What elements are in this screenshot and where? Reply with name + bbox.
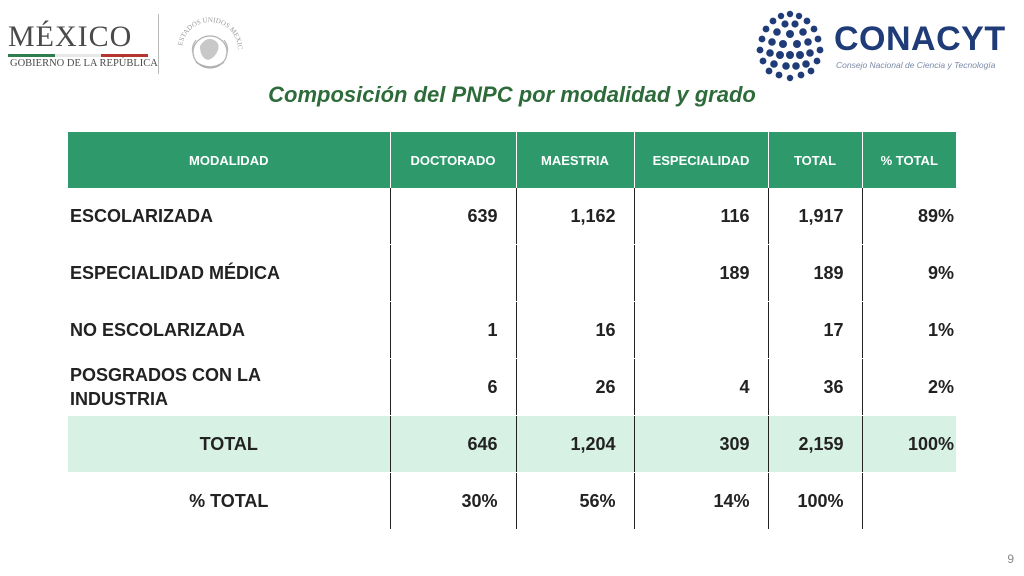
cell-pct: 9% (862, 244, 956, 302)
row-label: POSGRADOS CON LA INDUSTRIA (68, 358, 391, 416)
table-header-row: MODALIDAD DOCTORADO MAESTRIA ESPECIALIDA… (68, 132, 956, 188)
header-divider (158, 14, 159, 74)
cell-maestria: 1,204 (516, 415, 635, 473)
cell-especialidad: 14% (634, 472, 769, 530)
table-row: NO ESCOLARIZADA 1 16 17 1% (68, 301, 956, 359)
row-label: NO ESCOLARIZADA (68, 301, 391, 359)
page-number: 9 (1007, 552, 1014, 566)
cell-doctorado: 639 (390, 188, 517, 245)
cell-pct: 89% (862, 188, 956, 245)
total-row: TOTAL 646 1,204 309 2,159 100% (68, 415, 956, 473)
cell-especialidad: 189 (634, 244, 769, 302)
col-header-especialidad: ESPECIALIDAD (634, 132, 769, 188)
cell-maestria: 56% (516, 472, 635, 530)
cell-maestria: 26 (516, 358, 635, 416)
cell-especialidad: 309 (634, 415, 769, 473)
cell-doctorado: 6 (390, 358, 517, 416)
cell-total: 17 (768, 301, 863, 359)
table-row: ESPECIALIDAD MÉDICA 189 189 9% (68, 244, 956, 302)
total-label: TOTAL (68, 415, 391, 473)
cell-maestria (516, 244, 635, 302)
col-header-modalidad: MODALIDAD (68, 132, 391, 188)
cell-total: 100% (768, 472, 863, 530)
cell-doctorado: 30% (390, 472, 517, 530)
col-header-doctorado: DOCTORADO (390, 132, 517, 188)
pct-total-label: % TOTAL (68, 472, 391, 530)
cell-especialidad (634, 301, 769, 359)
cell-especialidad: 4 (634, 358, 769, 416)
conacyt-logo: CONACYT Consejo Nacional de Ciencia y Te… (748, 8, 1014, 84)
table-row: POSGRADOS CON LA INDUSTRIA 6 26 4 36 2% (68, 358, 956, 416)
modalidad-table: MODALIDAD DOCTORADO MAESTRIA ESPECIALIDA… (68, 132, 956, 530)
gobierno-label: GOBIERNO DE LA REPÚBLICA (10, 58, 158, 69)
slide-title: Composición del PNPC por modalidad y gra… (268, 82, 756, 107)
mexico-wordmark: MÉXICO (8, 20, 133, 53)
cell-doctorado (390, 244, 517, 302)
cell-total: 189 (768, 244, 863, 302)
cell-maestria: 1,162 (516, 188, 635, 245)
table-row: ESCOLARIZADA 639 1,162 116 1,917 89% (68, 188, 956, 245)
col-header-maestria: MAESTRIA (516, 132, 635, 188)
cell-total: 1,917 (768, 188, 863, 245)
national-seal-icon: ESTADOS UNIDOS MEXICANOS (169, 4, 248, 82)
cell-doctorado: 646 (390, 415, 517, 473)
col-header-total: TOTAL (768, 132, 863, 188)
cell-pct (862, 472, 956, 530)
pct-total-row: % TOTAL 30% 56% 14% 100% (68, 472, 956, 530)
mexico-government-logo: MÉXICO GOBIERNO DE LA REPÚBLICA (8, 14, 158, 74)
cell-pct: 1% (862, 301, 956, 359)
row-label: ESCOLARIZADA (68, 188, 391, 245)
cell-maestria: 16 (516, 301, 635, 359)
col-header-pct-total: % TOTAL (862, 132, 956, 188)
cell-pct: 100% (862, 415, 956, 473)
conacyt-wordmark: CONACYT (834, 20, 1006, 58)
cell-pct: 2% (862, 358, 956, 416)
conacyt-dots-icon (756, 10, 824, 82)
conacyt-subtitle: Consejo Nacional de Ciencia y Tecnología (836, 60, 996, 70)
cell-especialidad: 116 (634, 188, 769, 245)
flag-stripe (8, 54, 149, 57)
row-label: ESPECIALIDAD MÉDICA (68, 244, 391, 302)
cell-doctorado: 1 (390, 301, 517, 359)
cell-total: 2,159 (768, 415, 863, 473)
cell-total: 36 (768, 358, 863, 416)
